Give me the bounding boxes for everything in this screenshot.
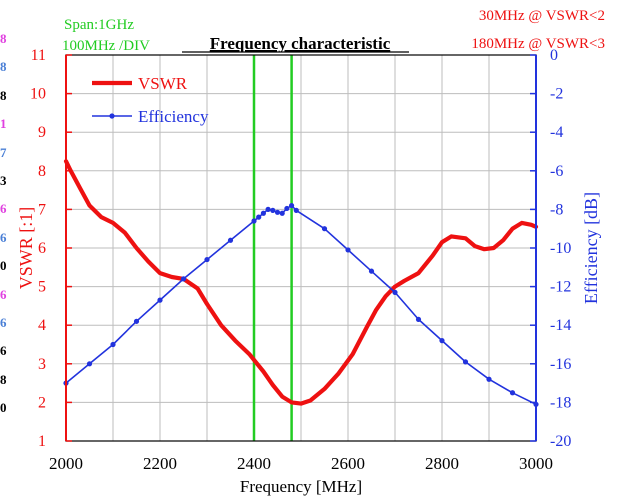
left-tick-label: 11: [31, 47, 46, 64]
edge-value: 0: [0, 258, 7, 274]
right-tick-label: -8: [550, 201, 563, 218]
data-point-efficiency: [110, 341, 116, 348]
x-tick-label: 2800: [425, 454, 459, 473]
edge-value: 6: [0, 286, 7, 302]
data-point-efficiency: [368, 268, 375, 274]
x-tick-label: 2400: [237, 454, 271, 473]
x-tick-label: 3000: [519, 454, 553, 473]
right-tick-label: -2: [550, 86, 563, 103]
data-point-efficiency: [279, 210, 285, 216]
edge-value: 3: [0, 173, 7, 188]
legend-marker-efficiency: [109, 113, 115, 119]
data-point-efficiency: [256, 214, 262, 220]
left-tick-label: 4: [38, 317, 46, 334]
data-point-efficiency: [321, 226, 328, 232]
right-tick-label: -10: [550, 240, 571, 257]
left-tick-label: 5: [38, 279, 46, 296]
data-point-efficiency: [392, 289, 398, 295]
edge-value: 0: [0, 400, 7, 416]
data-point-efficiency: [133, 318, 140, 324]
data-point-efficiency: [227, 237, 234, 243]
edge-value: 6: [0, 315, 7, 330]
chart-title: Frequency characteristic: [210, 34, 391, 53]
edge-value: 8: [0, 87, 7, 103]
left-tick-label: 6: [38, 240, 46, 257]
right-tick-label: -16: [550, 356, 571, 373]
edge-value: 8: [0, 31, 7, 46]
right-tick-label: -12: [550, 279, 571, 296]
legend-label-vswr: VSWR: [138, 74, 188, 93]
edge-value: 8: [0, 59, 7, 75]
data-point-efficiency: [274, 209, 281, 215]
data-point-efficiency: [293, 207, 299, 213]
right-tick-label: -4: [550, 124, 563, 141]
data-point-efficiency: [345, 247, 351, 253]
right-tick-label: -18: [550, 394, 571, 411]
data-point-efficiency: [270, 207, 276, 213]
data-point-efficiency: [180, 276, 187, 282]
x-tick-label: 2600: [331, 454, 365, 473]
right-tick-label: 0: [550, 47, 558, 64]
span-annotation: Span:1GHz: [64, 17, 134, 33]
right-tick-label: -6: [550, 163, 563, 180]
edge-value: 6: [0, 201, 7, 217]
x-tick-label: 2000: [49, 454, 83, 473]
edge-value: 6: [0, 229, 7, 245]
data-point-efficiency: [265, 206, 271, 212]
left-tick-label: 1: [38, 433, 46, 450]
bandwidth-annotation-vswr3: 180MHz @ VSWR<3: [471, 36, 605, 52]
right-tick-label: -14: [550, 317, 571, 334]
left-tick-label: 8: [38, 163, 46, 180]
legend-label-efficiency: Efficiency: [138, 107, 209, 126]
left-tick-label: 7: [38, 201, 46, 218]
bandwidth-annotation-vswr2: 30MHz @ VSWR<2: [479, 8, 605, 24]
left-tick-label: 2: [38, 394, 46, 411]
data-point-efficiency: [486, 376, 492, 382]
edge-value: 1: [0, 116, 7, 132]
data-point-efficiency: [260, 210, 266, 216]
data-point-efficiency: [509, 390, 516, 396]
div-annotation: 100MHz /DIV: [62, 38, 150, 54]
x-axis-label: Frequency [MHz]: [240, 477, 362, 496]
x-tick-label: 2200: [143, 454, 177, 473]
data-point-efficiency: [251, 218, 257, 224]
edge-value: 7: [0, 144, 7, 160]
left-tick-label: 3: [38, 356, 46, 373]
right-axis-label: Efficiency [dB]: [581, 192, 601, 304]
left-tick-label: 9: [38, 124, 46, 141]
data-point-efficiency: [157, 297, 163, 303]
edge-value: 6: [0, 343, 7, 359]
data-point-efficiency: [289, 202, 295, 209]
data-point-efficiency: [462, 359, 469, 365]
data-point-efficiency: [439, 338, 445, 344]
data-point-efficiency: [415, 316, 422, 323]
right-tick-label: -20: [550, 433, 571, 450]
data-point-efficiency: [86, 361, 93, 367]
left-axis-label: VSWR [:1]: [16, 207, 36, 290]
edge-value: 8: [0, 371, 7, 387]
data-point-efficiency: [284, 205, 290, 212]
left-tick-label: 10: [30, 86, 46, 103]
data-point-efficiency: [204, 256, 210, 263]
series-line-vswr: [63, 159, 539, 406]
